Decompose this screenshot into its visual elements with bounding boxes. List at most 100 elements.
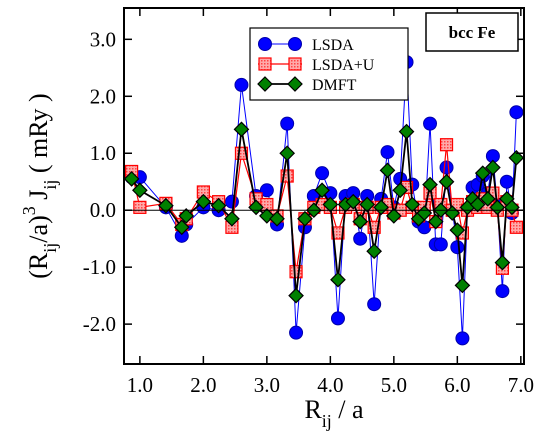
data-point-diamond (427, 213, 444, 230)
legend-label: LSDA+U (312, 57, 375, 74)
data-point-square (509, 220, 523, 234)
data-point-circle (499, 174, 514, 189)
data-point-diamond (178, 208, 195, 224)
data-point-diamond (398, 123, 415, 140)
data-point-diamond (233, 121, 250, 138)
x-tick-label: 6.0 (444, 373, 470, 397)
legend-marker (257, 76, 273, 92)
data-point-circle (509, 105, 524, 120)
y-tick-label: -1.0 (83, 255, 116, 279)
data-point-circle (234, 77, 249, 92)
data-point-diamond (314, 182, 330, 199)
data-point-square (439, 138, 454, 152)
data-point-diamond (279, 145, 296, 162)
y-tick-label: 2.0 (90, 84, 116, 108)
y-tick-label: 3.0 (90, 27, 116, 51)
data-point-diamond (422, 176, 438, 193)
data-point-diamond (474, 165, 491, 182)
data-point-diamond (297, 210, 313, 227)
data-point-diamond (124, 171, 140, 187)
legend-label: DMFT (312, 77, 357, 94)
data-point-diamond (366, 243, 383, 260)
data-point-diamond (352, 213, 369, 230)
data-point-diamond (508, 149, 524, 166)
x-tick-label: 1.0 (127, 373, 153, 397)
series-diamond (124, 121, 524, 304)
data-point-diamond (345, 193, 362, 210)
data-point-diamond (392, 182, 409, 199)
data-point-diamond (485, 159, 501, 176)
legend: LSDA LSDA+U DMFT (249, 27, 409, 101)
data-point-diamond (330, 271, 346, 288)
data-point-diamond (379, 162, 396, 179)
data-point-diamond (173, 219, 190, 236)
data-point-diamond (454, 277, 471, 294)
data-point-diamond (449, 222, 466, 238)
ticks-layer: 1.0 2.0 3.0 4.0 5.0 6.0 7.0 -2.0 -1.0 0.0 1.0 2.0 3.… (83, 8, 534, 397)
data-point-circle (439, 160, 454, 175)
data-point-circle (224, 194, 239, 209)
data-point-circle (259, 183, 274, 198)
legend-entry: LSDA+U (258, 57, 375, 74)
data-point-diamond (385, 208, 402, 224)
data-point-diamond (444, 205, 461, 221)
data-point-diamond (248, 199, 264, 216)
x-tick-label: 2.0 (190, 373, 216, 397)
data-point-diamond (469, 196, 486, 213)
legend-marker (258, 37, 272, 51)
data-point-square (289, 265, 303, 279)
plot-frame (123, 7, 525, 365)
x-tick-label: 5.0 (381, 373, 407, 397)
data-point-circle (353, 231, 368, 246)
data-point-circle (289, 325, 304, 340)
legend-marker (258, 57, 272, 71)
y-tick-label: -2.0 (83, 312, 116, 336)
data-point-square (133, 200, 147, 214)
x-axis-title: Rij / a (304, 395, 364, 431)
data-point-circle (380, 145, 395, 160)
data-point-diamond (494, 254, 511, 271)
y-axis-title: (Rij/a)3 Jij ( mRy ) (19, 93, 60, 278)
legend-entry: LSDA (258, 37, 354, 54)
data-point-circle (367, 297, 382, 312)
data-point-square (331, 226, 345, 240)
data-point-diamond (404, 196, 421, 213)
data-point-circle (330, 311, 345, 326)
y-tick-label: 0.0 (90, 198, 116, 222)
annotation-box: bcc Fe (425, 12, 519, 52)
data-point-diamond (373, 199, 389, 216)
x-tick-label: 7.0 (508, 373, 534, 397)
legend-marker (288, 37, 302, 51)
data-point-diamond (158, 197, 174, 214)
y-tick-label: 1.0 (90, 141, 116, 165)
data-point-circle (495, 284, 510, 299)
x-tick-label: 3.0 (254, 373, 280, 397)
data-point-diamond (224, 210, 240, 227)
data-point-circle (455, 331, 470, 346)
data-point-diamond (438, 173, 455, 190)
data-point-diamond (416, 205, 433, 221)
data-point-diamond (288, 287, 304, 304)
legend-entry: DMFT (257, 76, 357, 94)
x-tick-label: 4.0 (317, 373, 343, 397)
data-point-circle (315, 166, 330, 181)
data-point-circle (280, 116, 295, 131)
data-point-diamond (479, 190, 496, 207)
data-point-diamond (359, 196, 376, 213)
annotation-text: bcc Fe (449, 23, 496, 42)
data-point-diamond (132, 182, 148, 199)
legend-label: LSDA (312, 37, 354, 54)
data-point-diamond (322, 196, 339, 213)
series-layer (124, 55, 524, 346)
data-point-diamond (210, 197, 227, 214)
data-point-circle (423, 116, 438, 131)
data-point-circle (433, 237, 448, 252)
data-point-circle (450, 240, 465, 255)
data-point-diamond (504, 199, 520, 216)
data-point-diamond (195, 193, 212, 210)
legend-marker (288, 57, 302, 71)
data-point-diamond (489, 199, 506, 216)
legend-marker (287, 76, 303, 92)
data-point-diamond (269, 210, 285, 227)
